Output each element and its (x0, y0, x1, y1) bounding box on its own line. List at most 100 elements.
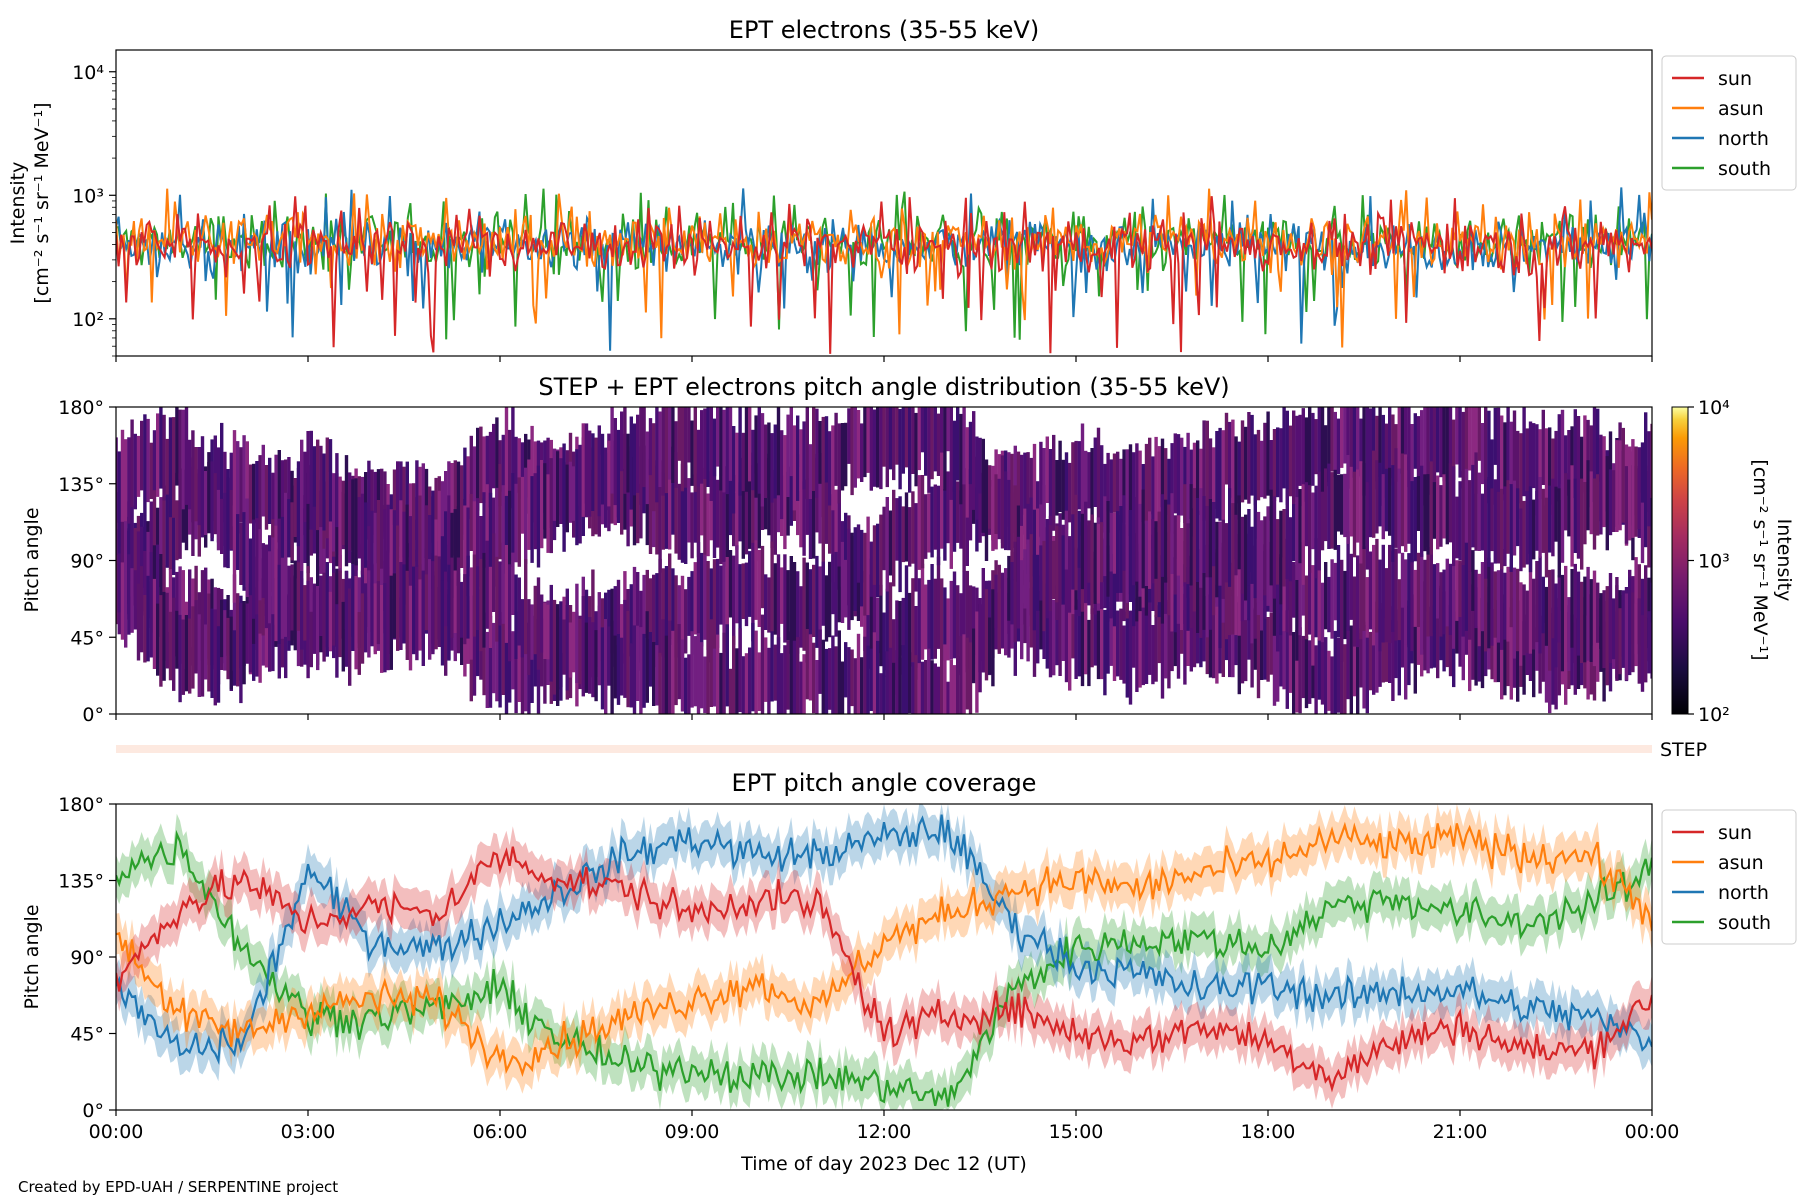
heatmap-cell (620, 433, 624, 535)
heatmap-cell (1356, 555, 1360, 648)
heatmap-cell (268, 457, 272, 524)
heatmap-cell (741, 656, 745, 714)
heatmap-cell (645, 431, 649, 505)
heatmap-cell (1512, 410, 1517, 488)
heatmap-cell (725, 466, 729, 562)
heatmap-cell (1429, 554, 1433, 637)
heatmap-cell (853, 407, 857, 488)
heatmap-cell (1176, 589, 1181, 679)
heatmap-cell (540, 460, 544, 549)
heatmap-cell (1535, 424, 1539, 516)
heatmap-cell (869, 648, 873, 711)
heatmap-cell (1352, 471, 1357, 558)
heatmap-cell (1468, 480, 1472, 572)
panel1-series (116, 187, 1652, 354)
heatmap-cell (1522, 621, 1526, 695)
heatmap-cell (1253, 609, 1257, 670)
heatmap-cell (1436, 407, 1440, 473)
heatmap-cell (1583, 576, 1587, 663)
heatmap-cell (1570, 569, 1574, 648)
heatmap-cell (892, 619, 896, 680)
heatmap-cell (1068, 597, 1072, 691)
heatmap-cell (1285, 610, 1289, 709)
heatmap-cell (1592, 645, 1597, 701)
heatmap-cell (300, 439, 304, 536)
heatmap-cell (1221, 597, 1225, 677)
heatmap-cell (1170, 531, 1174, 632)
heatmap-cell (700, 410, 704, 484)
heatmap-cell (1551, 438, 1555, 515)
heatmap-cell (1384, 423, 1389, 498)
heatmap-cell (1215, 521, 1219, 598)
heatmap-cell (1573, 478, 1577, 553)
heatmap-cell (357, 497, 361, 559)
heatmap-cell (1202, 572, 1206, 630)
heatmap-cell (1404, 605, 1408, 700)
heatmap-cell (440, 580, 445, 666)
heatmap-cell (940, 673, 944, 714)
heatmap-cell (1154, 436, 1158, 528)
heatmap-cell (1631, 439, 1635, 538)
heatmap-cell (1442, 474, 1446, 539)
heatmap-cell (514, 574, 518, 659)
heatmap-cell (1029, 534, 1033, 616)
heatmap-cell (1397, 579, 1401, 641)
heatmap-cell (677, 585, 681, 643)
heatmap-cell (258, 455, 262, 550)
heatmap-cell (1071, 442, 1075, 542)
heatmap-cell (744, 407, 749, 492)
heatmap-cell (808, 444, 813, 499)
heatmap-cell (892, 407, 896, 481)
heatmap-cell (1570, 614, 1574, 686)
heatmap-cell (748, 647, 752, 714)
heatmap-cell (1301, 635, 1305, 699)
heatmap-cell (1218, 521, 1222, 586)
heatmap-cell (1583, 415, 1587, 494)
heatmap-cell (732, 555, 736, 645)
heatmap-cell (1512, 480, 1517, 556)
heatmap-cell (1333, 469, 1337, 550)
heatmap-cell (1218, 547, 1222, 649)
heatmap-cell (517, 577, 521, 646)
heatmap-cell (322, 572, 326, 662)
heatmap-cell (895, 650, 899, 714)
y-tick-label: 135° (58, 474, 104, 496)
heatmap-cell (120, 562, 125, 640)
heatmap-cell (613, 418, 617, 506)
heatmap-cell (738, 564, 742, 658)
y-tick-label: 0° (82, 704, 104, 726)
heatmap-cell (476, 566, 480, 630)
heatmap-cell (1224, 412, 1229, 485)
heatmap-cell (834, 551, 838, 637)
heatmap-cell (296, 562, 301, 631)
heatmap-cell (1455, 560, 1459, 621)
heatmap-cell (232, 630, 237, 686)
heatmap-cell (1378, 407, 1382, 477)
heatmap-cell (1429, 606, 1433, 669)
heatmap-cell (1512, 567, 1517, 659)
heatmap-cell (725, 624, 729, 707)
heatmap-cell (264, 465, 269, 530)
heatmap-cell (693, 562, 697, 635)
heatmap-cell (351, 576, 355, 651)
heatmap-cell (709, 471, 713, 541)
heatmap-cell (1093, 522, 1097, 604)
heatmap-cell (860, 529, 864, 607)
heatmap-cell (1500, 415, 1504, 501)
heatmap-cell (386, 595, 390, 671)
heatmap-cell (991, 589, 995, 687)
heatmap-cell (1388, 407, 1392, 479)
heatmap-cell (1061, 535, 1065, 605)
heatmap-cell (197, 614, 201, 697)
heatmap-cell (517, 477, 521, 567)
heatmap-cell (476, 589, 480, 677)
heatmap-cell (1538, 556, 1542, 654)
heatmap-cell (1100, 606, 1104, 680)
heatmap-cell (834, 412, 838, 486)
heatmap-cell (245, 441, 249, 520)
heatmap-cell (802, 557, 806, 651)
heatmap-cell (319, 445, 323, 528)
heatmap-cell (1199, 448, 1203, 511)
heatmap-cell (1394, 609, 1398, 679)
